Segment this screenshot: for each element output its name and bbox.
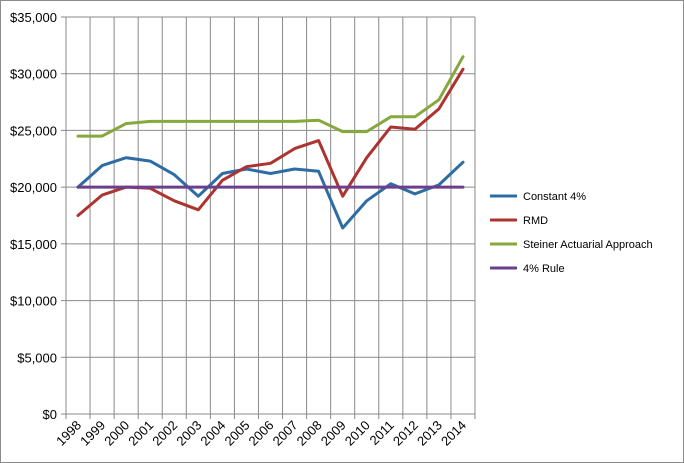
legend-label: Steiner Actuarial Approach xyxy=(523,239,653,251)
legend-label: RMD xyxy=(523,215,548,227)
legend-label: Constant 4% xyxy=(523,191,586,203)
grid xyxy=(65,16,476,415)
x-tick-label: 1998 xyxy=(53,418,84,449)
y-tick-label: $5,000 xyxy=(17,350,57,365)
x-tick-label: 2014 xyxy=(438,418,469,449)
legend: Constant 4% RMD Steiner Actuarial Approach… xyxy=(490,191,653,275)
y-tick-label: $35,000 xyxy=(10,10,57,25)
y-tick-label: $10,000 xyxy=(10,294,57,309)
series-line-0 xyxy=(76,156,465,230)
y-tick-label: $20,000 xyxy=(10,180,57,195)
series-line-2 xyxy=(76,55,465,138)
x-tick-label: 2009 xyxy=(318,418,349,449)
x-tick-label: 2006 xyxy=(246,418,277,449)
y-axis: $0 $5,000 $10,000 $15,000 $20,000 $25,000 $30,… xyxy=(10,10,66,422)
x-tick-label: 2001 xyxy=(125,418,156,449)
series-lines xyxy=(76,55,465,230)
y-tick-label: $25,000 xyxy=(10,123,57,138)
x-tick-label: 2011 xyxy=(367,418,397,448)
x-tick-label: 2013 xyxy=(414,418,445,449)
x-tick-label: 2010 xyxy=(342,418,373,449)
x-tick-label: 2003 xyxy=(173,418,204,449)
y-tick-label: $0 xyxy=(43,407,57,422)
x-tick-label: 2004 xyxy=(197,418,228,449)
x-tick-label: 2000 xyxy=(101,418,132,449)
x-tick-label: 1999 xyxy=(77,418,108,449)
legend-label: 4% Rule xyxy=(523,263,565,275)
x-tick-label: 2012 xyxy=(390,418,421,449)
y-tick-label: $30,000 xyxy=(10,67,57,82)
y-tick-label: $15,000 xyxy=(10,237,57,252)
x-tick-label: 2007 xyxy=(270,418,301,449)
x-tick-label: 2008 xyxy=(294,418,325,449)
x-axis: 1998199920002001200220032004200520062007… xyxy=(53,414,476,449)
series-line-1 xyxy=(76,67,465,217)
x-tick-label: 2002 xyxy=(149,418,180,449)
x-tick-label: 2005 xyxy=(222,418,253,449)
